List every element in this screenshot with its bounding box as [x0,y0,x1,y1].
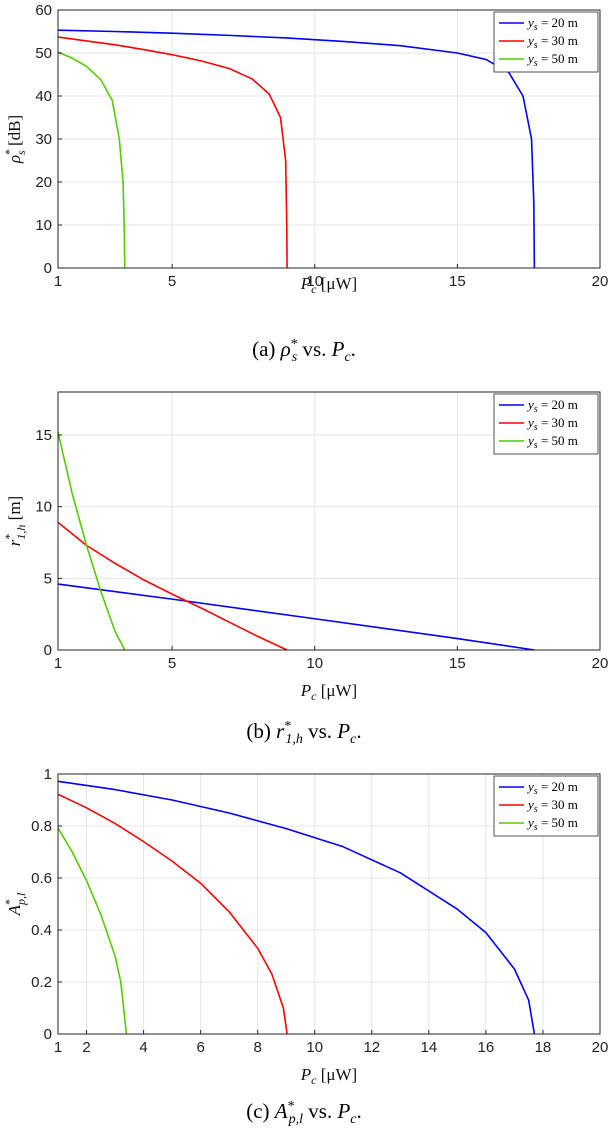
x-axis-label: Pc [μW] [300,681,357,703]
x-tick-label: 5 [168,655,176,672]
x-tick-label: 15 [449,655,466,672]
series-line-3 [57,431,126,651]
legend-box [493,11,599,73]
chart-caption: (c) A* p,l vs. Pc. [246,1099,362,1127]
x-tick-label: 1 [54,655,62,672]
legend-label: ys = 20 m [526,779,578,797]
legend-label: ys = 50 m [526,51,578,69]
y-tick-label: 0.4 [31,922,52,939]
x-tick-label: 4 [139,1039,147,1056]
x-axis-label: Pc [μW] [300,1065,357,1087]
x-tick-label: 10 [306,1039,323,1056]
legend-label: ys = 50 m [526,815,578,833]
axes-box [57,773,601,1035]
y-tick-label: 30 [35,131,52,148]
y-tick-label: 0 [44,1026,52,1043]
y-tick-label: 20 [35,174,52,191]
x-tick-label: 10 [306,655,323,672]
y-tick-label: 15 [35,427,52,444]
x-axis-label: Pc [μW] [300,274,357,296]
y-tick-label: 0.6 [31,870,52,887]
y-tick-label: 0.2 [31,974,52,991]
y-tick-label: 5 [44,570,52,587]
y-tick-label: 10 [35,499,52,516]
y-tick-label: 0 [44,260,52,277]
x-tick-label: 20 [592,1039,608,1056]
legend-label: ys = 20 m [526,15,578,33]
legend-label: ys = 50 m [526,433,578,451]
x-tick-label: 2 [82,1039,90,1056]
x-tick-label: 20 [592,655,608,672]
chart-caption: (b) r* 1,h vs. Pc. [246,719,361,747]
y-tick-label: 0.8 [31,818,52,835]
legend: ys = 20 mys = 30 mys = 50 m [493,393,599,455]
x-tick-label: 10 [306,273,323,290]
x-tick-label: 18 [535,1039,552,1056]
y-tick-label: 40 [35,88,52,105]
legend: ys = 20 mys = 30 mys = 50 m [493,775,599,837]
series-line-2 [57,36,288,269]
x-tick-label: 14 [420,1039,437,1056]
y-tick-label: 50 [35,45,52,62]
x-tick-label: 6 [196,1039,204,1056]
y-tick-label: 1 [44,766,52,783]
legend: ys = 20 mys = 30 mys = 50 m [493,11,599,73]
y-tick-label: 60 [35,2,52,19]
y-tick-label: 0 [44,642,52,659]
x-tick-label: 1 [54,273,62,290]
axes-box [57,391,601,651]
y-axis-label: r*1,h [m] [2,496,28,546]
legend-box [493,393,599,455]
x-tick-label: 1 [54,1039,62,1056]
x-tick-label: 20 [592,273,608,290]
x-tick-label: 15 [449,273,466,290]
x-tick-label: 5 [168,273,176,290]
series-line-3 [57,51,126,269]
series-line-2 [57,521,288,651]
series-line-1 [57,583,535,651]
series-line-3 [57,827,128,1035]
legend-label: ys = 20 m [526,397,578,415]
series-line-2 [57,793,288,1035]
legend-label: ys = 30 m [526,415,578,433]
legend-box [493,775,599,837]
legend-label: ys = 30 m [526,33,578,51]
y-axis-label: A*p,l [2,892,28,916]
x-tick-label: 8 [254,1039,262,1056]
x-tick-label: 12 [363,1039,380,1056]
x-tick-label: 16 [478,1039,495,1056]
y-tick-label: 10 [35,217,52,234]
chart-caption: (a) ρ* s vs. Pc. [252,337,356,365]
legend-label: ys = 30 m [526,797,578,815]
series-line-1 [57,780,536,1035]
y-axis-label: ρ*s [dB] [2,115,28,164]
series-line-1 [57,29,536,269]
